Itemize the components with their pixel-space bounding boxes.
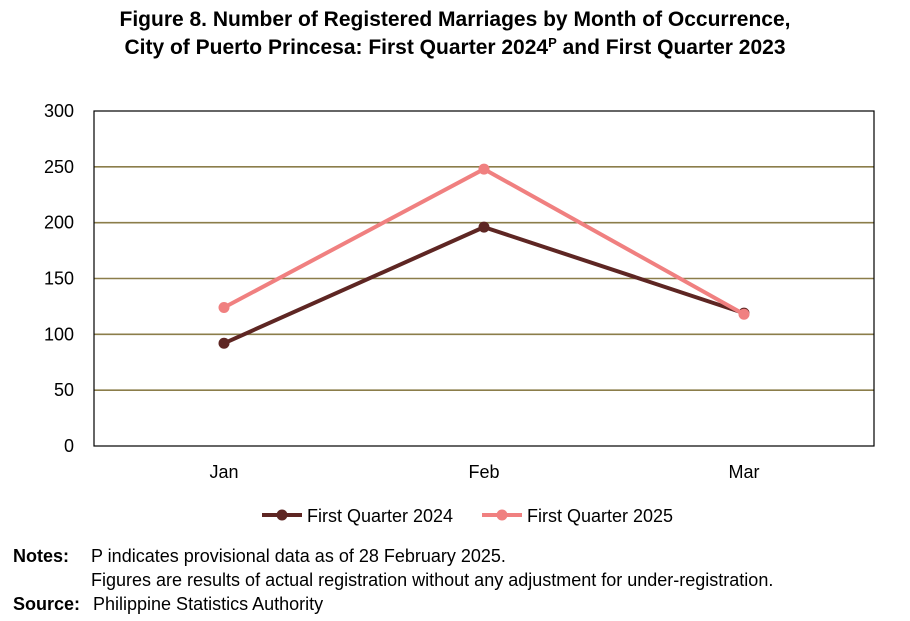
y-tick-label: 50 [54,380,74,400]
y-tick-label: 300 [44,101,74,121]
series-line-2 [222,167,746,317]
data-point [478,163,490,175]
legend-label-2: First Quarter 2025 [527,506,673,526]
notes-block: Notes: P indicates provisional data as o… [13,544,773,616]
source-value: Philippine Statistics Authority [93,594,324,614]
x-axis-tick-labels: Jan Feb Mar [209,462,759,482]
source-label: Source: [13,594,81,614]
data-point [218,337,230,349]
series-line-1 [222,225,746,346]
legend-label-1: First Quarter 2024 [307,506,453,526]
source-row: Source: Philippine Statistics Authority [13,592,323,616]
note-provisional: P indicates provisional data as of 28 Fe… [91,546,506,566]
chart-title-line1: Figure 8. Number of Registered Marriages… [119,8,791,31]
data-point [218,302,230,314]
notes-label: Notes: [13,546,70,566]
y-tick-label: 150 [44,269,74,289]
legend-marker-1 [276,509,288,521]
y-tick-label: 200 [44,213,74,233]
y-axis-tick-labels: 0 50 100 150 200 250 300 [44,101,74,456]
legend: First Quarter 2024 First Quarter 2025 [262,506,673,526]
data-point [478,221,490,233]
y-tick-label: 100 [44,324,74,344]
notes-row-2: Figures are results of actual registrati… [13,568,773,592]
chart-title-line2-end: and First Quarter 2023 [556,36,786,59]
notes-row-1: Notes: P indicates provisional data as o… [13,544,506,568]
chart-title-line2-main: City of Puerto Princesa: First Quarter 2… [124,36,549,59]
plot-area-frame [93,110,875,447]
chart-title-line2: City of Puerto Princesa: First Quarter 2… [0,34,910,62]
x-tick-label: Jan [209,462,238,482]
y-tick-label: 0 [64,436,74,456]
provisional-superscript: P [548,35,557,50]
data-point [738,308,750,320]
x-tick-label: Mar [729,462,760,482]
legend-marker-2 [496,509,508,521]
gridlines [94,166,874,391]
x-tick-label: Feb [468,462,499,482]
note-registration: Figures are results of actual registrati… [91,570,774,590]
line-chart: 0 50 100 150 200 250 300 Jan Feb Mar First Quart… [44,101,875,526]
y-tick-label: 250 [44,157,74,177]
chart-title: Figure 8. Number of Registered Marriages… [0,6,910,62]
series-layer [218,163,750,349]
